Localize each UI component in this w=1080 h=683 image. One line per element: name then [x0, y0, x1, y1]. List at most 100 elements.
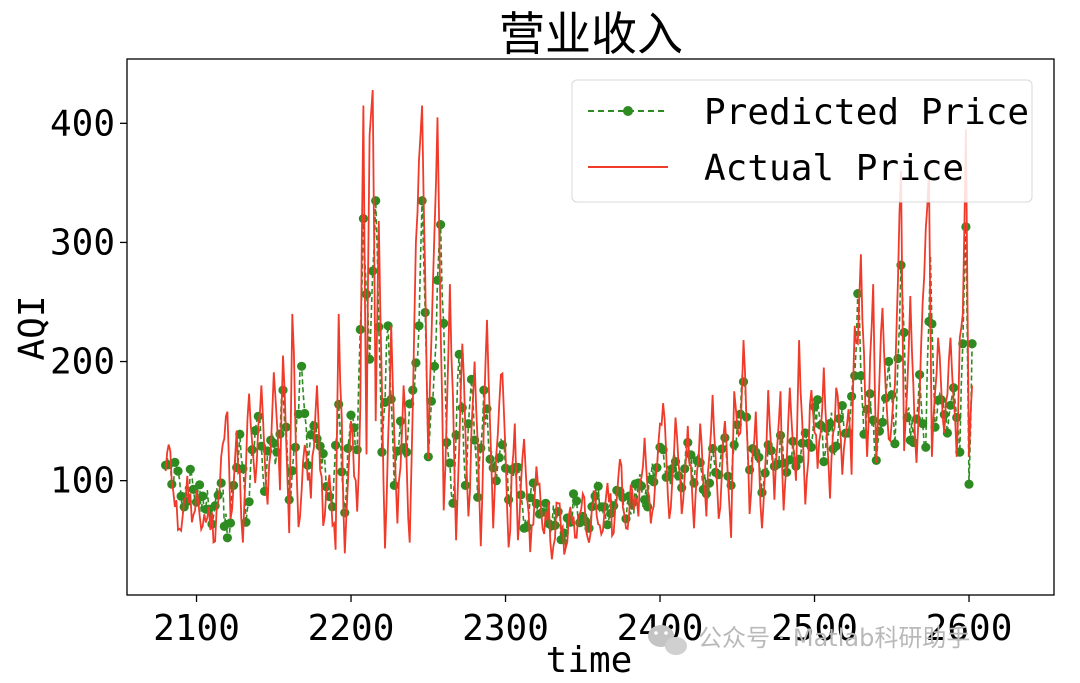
predicted-point — [522, 522, 532, 532]
predicted-point — [346, 410, 356, 420]
predicted-point — [473, 492, 483, 502]
predicted-point — [460, 480, 470, 490]
predicted-point — [674, 471, 684, 481]
predicted-point — [417, 196, 427, 206]
predicted-point — [436, 220, 446, 230]
x-tick-label: 2300 — [462, 608, 549, 649]
y-tick-label: 100 — [50, 461, 115, 502]
predicted-point — [757, 488, 767, 498]
predicted-point — [704, 478, 715, 488]
predicted-point — [297, 361, 307, 371]
predicted-point — [831, 441, 841, 451]
predicted-point — [813, 395, 823, 405]
x-axis-label: time — [546, 640, 633, 681]
y-tick-label: 200 — [50, 342, 115, 383]
predicted-point — [170, 457, 180, 467]
predicted-point — [884, 356, 894, 367]
predicted-point — [967, 339, 977, 349]
predicted-point — [309, 421, 319, 431]
predicted-point — [386, 394, 396, 404]
predicted-point — [371, 196, 381, 206]
predicted-point — [244, 497, 254, 507]
predicted-point — [491, 476, 501, 486]
predicted-point — [395, 416, 406, 426]
predicted-point — [825, 418, 835, 429]
watermark-text: 公众号 · Matlab科研助手 — [698, 624, 970, 652]
predicted-point — [921, 442, 931, 452]
plot-frame — [126, 58, 1055, 596]
predicted-point — [952, 412, 962, 423]
predicted-point — [327, 502, 338, 512]
predicted-point — [877, 417, 888, 427]
x-axis: 210022002300240025002600 — [153, 595, 1012, 649]
predicted-point — [819, 457, 829, 467]
predicted-point — [361, 289, 372, 299]
predicted-point — [890, 439, 900, 449]
predicted-point — [485, 454, 495, 464]
predicted-point — [945, 400, 956, 410]
predicted-point — [553, 507, 563, 517]
predicted-point — [636, 481, 647, 491]
predicted-point — [343, 443, 353, 453]
predicted-point — [720, 433, 730, 443]
predicted-point — [426, 396, 436, 406]
predicted-point — [964, 479, 974, 489]
predicted-point — [640, 495, 650, 505]
predicted-point — [738, 377, 749, 387]
predicted-point — [593, 481, 603, 491]
predicted-point — [337, 467, 347, 477]
predicted-point — [918, 419, 928, 429]
predicted-point — [643, 502, 653, 512]
predicted-point — [847, 391, 857, 401]
legend-box — [571, 79, 1033, 203]
predicted-point — [531, 498, 542, 509]
predicted-point — [729, 440, 739, 450]
predicted-point — [377, 447, 387, 457]
predicted-point — [927, 319, 937, 329]
y-axis: 100 200 300 400 — [50, 103, 127, 502]
predicted-point — [649, 477, 659, 487]
x-tick-label: 2600 — [926, 608, 1013, 649]
x-tick-label: 2100 — [153, 608, 240, 649]
legend-label-predicted: Predicted Price — [704, 92, 1029, 133]
x-tick-label: 2200 — [308, 608, 395, 649]
predicted-point — [185, 464, 195, 474]
predicted-point — [899, 327, 909, 338]
watermark: 公众号 · Matlab科研助手 — [648, 624, 970, 655]
series-line-actual-price — [164, 89, 973, 560]
predicted-point — [624, 491, 634, 501]
legend-marker-predicted — [623, 106, 633, 116]
y-tick-label: 400 — [50, 103, 115, 144]
y-axis-label: AQI — [12, 295, 53, 360]
predicted-point — [717, 444, 727, 454]
predicted-point — [300, 408, 310, 419]
predicted-point — [173, 466, 183, 476]
predicted-point — [559, 528, 569, 538]
predicted-point — [445, 458, 455, 468]
predicted-point — [318, 449, 328, 459]
predicted-point — [340, 508, 350, 518]
predicted-point — [837, 401, 847, 411]
predicted-point — [414, 321, 424, 331]
wechat-icon — [648, 625, 687, 655]
predicted-point — [856, 371, 866, 381]
predicted-point — [568, 489, 579, 499]
predicted-point — [216, 478, 226, 488]
chart-title: 营业收入 — [499, 7, 683, 61]
predicted-point — [195, 480, 205, 490]
y-tick-label: 300 — [50, 222, 115, 263]
predicted-point — [198, 491, 208, 501]
predicted-point — [176, 491, 186, 501]
predicted-point — [448, 498, 458, 508]
legend-label-actual: Actual Price — [704, 148, 964, 189]
legend: Predicted Price Actual Price — [571, 79, 1033, 203]
predicted-point — [368, 266, 378, 276]
predicted-point — [225, 518, 236, 528]
predicted-point — [331, 440, 341, 450]
x-tick-label: 2500 — [771, 608, 858, 649]
predicted-point — [862, 404, 872, 414]
predicted-point — [572, 496, 582, 506]
predicted-point — [222, 533, 232, 543]
predicted-point — [389, 480, 399, 490]
